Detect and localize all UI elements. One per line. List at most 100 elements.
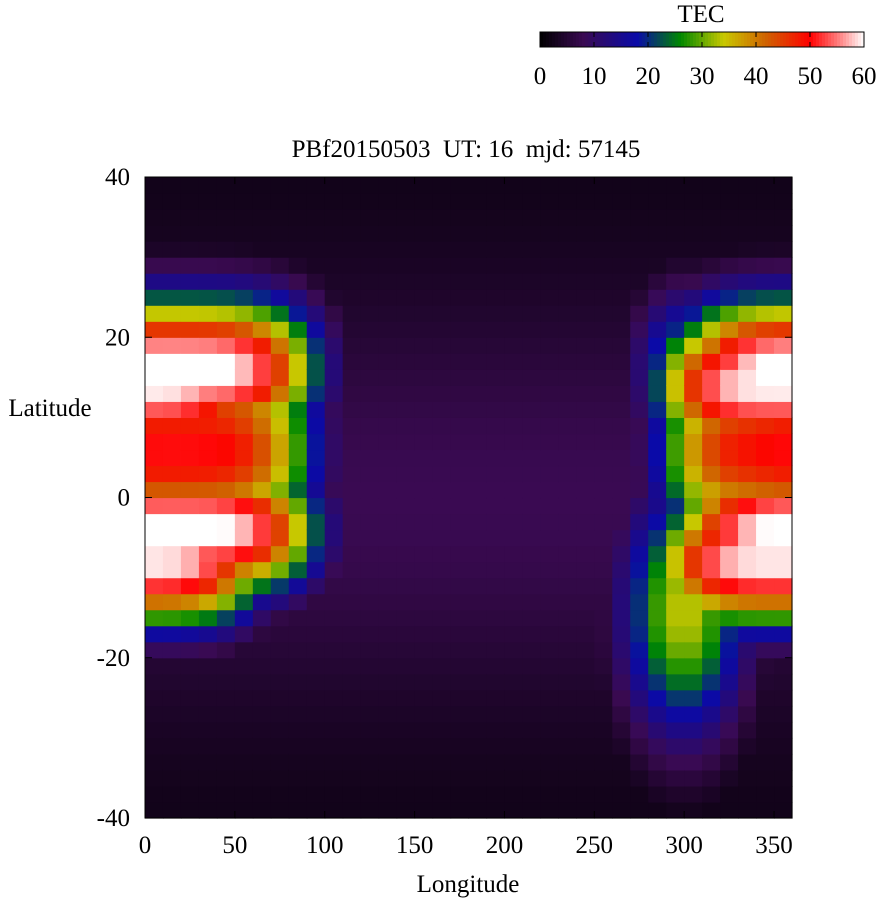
heatmap-cell — [288, 657, 308, 675]
heatmap-cell — [306, 593, 326, 611]
heatmap-cell — [324, 257, 344, 274]
heatmap-cell — [594, 641, 613, 659]
heatmap-cell — [756, 657, 775, 675]
heatmap-cell — [774, 305, 793, 322]
colorbar-swatch — [645, 32, 649, 47]
heatmap-cell — [504, 209, 524, 226]
heatmap-cell — [648, 545, 667, 563]
heatmap-cell — [630, 593, 649, 611]
heatmap-cell — [558, 257, 577, 274]
heatmap-cell — [432, 657, 452, 675]
heatmap-cell — [666, 209, 685, 226]
heatmap-cell — [360, 385, 380, 402]
heatmap-cell — [504, 769, 524, 787]
heatmap-cell — [648, 241, 667, 258]
heatmap-cell — [324, 465, 344, 483]
colorbar-swatch — [543, 32, 547, 47]
heatmap-cell — [378, 561, 398, 579]
heatmap-cell — [432, 689, 452, 707]
heatmap-cell — [306, 465, 326, 483]
heatmap-cell — [486, 801, 506, 819]
heatmap-cell — [216, 369, 236, 386]
heatmap-cell — [486, 209, 506, 226]
heatmap-cell — [486, 225, 506, 242]
heatmap-cell — [720, 385, 739, 402]
heatmap-cell — [180, 529, 200, 547]
heatmap-cell — [720, 753, 739, 771]
heatmap-cell — [360, 369, 380, 386]
heatmap-cell — [468, 529, 488, 547]
heatmap-cell — [396, 577, 416, 595]
heatmap-cell — [666, 177, 685, 194]
heatmap-cell — [432, 337, 452, 354]
heatmap-cell — [198, 593, 218, 611]
heatmap-cell — [432, 353, 452, 370]
heatmap-cell — [594, 785, 613, 803]
heatmap-cell — [756, 561, 775, 579]
heatmap-cell — [270, 577, 290, 595]
heatmap-cell — [414, 385, 434, 402]
heatmap-cell — [648, 305, 667, 322]
heatmap-cell — [630, 657, 649, 675]
heatmap-cell — [288, 369, 308, 386]
heatmap-cell — [612, 273, 631, 290]
heatmap-cell — [630, 177, 649, 194]
chart-title: PBf20150503 UT: 16 mjd: 57145 — [292, 136, 641, 163]
heatmap-cell — [612, 465, 631, 483]
heatmap-cell — [612, 241, 631, 258]
heatmap-cell — [612, 513, 631, 531]
heatmap-cell — [666, 241, 685, 258]
heatmap-cell — [324, 177, 344, 194]
heatmap-cell — [342, 305, 362, 322]
heatmap-cell — [342, 561, 362, 579]
heatmap-cell — [504, 353, 524, 370]
heatmap-cell — [630, 513, 649, 531]
heatmap-cell — [774, 273, 793, 290]
heatmap-cell — [216, 753, 236, 771]
heatmap-cell — [522, 721, 541, 739]
heatmap-cell — [145, 625, 164, 643]
heatmap-cell — [522, 417, 541, 435]
heatmap-cell — [270, 465, 290, 483]
heatmap-cell — [324, 753, 344, 771]
heatmap-cell — [468, 193, 488, 210]
heatmap-cell — [684, 257, 703, 274]
heatmap-cell — [630, 385, 649, 402]
heatmap-cell — [774, 721, 793, 739]
colorbar-swatch — [600, 32, 604, 47]
heatmap-cell — [234, 321, 254, 338]
heatmap-cell — [378, 689, 398, 707]
heatmap-cell — [432, 705, 452, 723]
heatmap-cell — [504, 337, 524, 354]
heatmap-cell — [468, 305, 488, 322]
heatmap-cell — [198, 561, 218, 579]
heatmap-cell — [450, 289, 470, 306]
heatmap-cell — [522, 737, 541, 755]
heatmap-cell — [630, 353, 649, 370]
heatmap-cell — [666, 449, 685, 467]
heatmap-cell — [324, 353, 344, 370]
heatmap-cell — [414, 497, 434, 515]
heatmap-cell — [396, 625, 416, 643]
heatmap-cell — [342, 513, 362, 531]
heatmap-cell — [432, 641, 452, 659]
heatmap-cell — [414, 449, 434, 467]
heatmap-cell — [684, 689, 703, 707]
heatmap-cell — [684, 753, 703, 771]
heatmap-cell — [414, 577, 434, 595]
heatmap-cell — [288, 193, 308, 210]
heatmap-cell — [576, 529, 595, 547]
heatmap-cell — [162, 577, 182, 595]
heatmap-cell — [774, 241, 793, 258]
heatmap-cell — [270, 753, 290, 771]
heatmap-cell — [468, 545, 488, 563]
heatmap-cell — [252, 689, 272, 707]
heatmap-cell — [576, 481, 595, 499]
colorbar-swatch — [846, 32, 850, 47]
heatmap-cell — [684, 465, 703, 483]
heatmap-cell — [576, 497, 595, 515]
heatmap-cell — [486, 689, 506, 707]
heatmap-cell — [216, 385, 236, 402]
heatmap-cell — [702, 177, 721, 194]
heatmap-cell — [198, 705, 218, 723]
